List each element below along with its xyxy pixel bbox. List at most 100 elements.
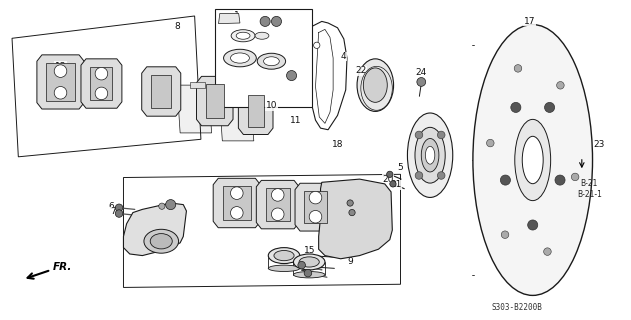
Circle shape — [571, 173, 579, 181]
Text: 11: 11 — [290, 116, 301, 125]
Circle shape — [54, 65, 67, 77]
Circle shape — [286, 70, 297, 81]
Circle shape — [514, 65, 522, 72]
Circle shape — [500, 175, 510, 185]
Text: 9: 9 — [347, 258, 353, 267]
Polygon shape — [81, 59, 122, 108]
Ellipse shape — [230, 53, 249, 63]
Text: S303-B2200B: S303-B2200B — [492, 303, 543, 312]
Polygon shape — [319, 179, 392, 259]
Circle shape — [387, 171, 393, 178]
Circle shape — [437, 172, 445, 179]
Circle shape — [95, 68, 108, 80]
Circle shape — [309, 191, 322, 204]
Polygon shape — [177, 85, 211, 133]
Ellipse shape — [422, 139, 439, 172]
Ellipse shape — [515, 119, 551, 201]
Ellipse shape — [363, 68, 387, 102]
Circle shape — [159, 203, 165, 209]
Text: 2: 2 — [133, 227, 139, 236]
Ellipse shape — [357, 59, 394, 111]
Bar — [215, 9, 312, 108]
Text: 4: 4 — [341, 52, 346, 61]
Text: 1: 1 — [234, 11, 240, 20]
Text: 13: 13 — [55, 61, 66, 70]
Circle shape — [349, 209, 355, 216]
Polygon shape — [90, 67, 112, 100]
Ellipse shape — [144, 229, 179, 253]
Polygon shape — [223, 186, 251, 220]
Text: 22: 22 — [355, 66, 367, 75]
Text: 15: 15 — [304, 246, 315, 255]
Polygon shape — [196, 76, 233, 126]
Circle shape — [260, 16, 270, 27]
Circle shape — [511, 102, 521, 112]
Circle shape — [54, 86, 67, 99]
Polygon shape — [142, 67, 180, 116]
Polygon shape — [189, 82, 205, 88]
Ellipse shape — [257, 53, 286, 69]
Polygon shape — [256, 180, 299, 229]
Polygon shape — [266, 188, 290, 221]
Circle shape — [115, 210, 123, 217]
Polygon shape — [305, 191, 326, 223]
Text: 24: 24 — [416, 68, 427, 77]
Circle shape — [544, 248, 551, 255]
Polygon shape — [232, 90, 247, 96]
Text: 23: 23 — [593, 140, 604, 148]
Circle shape — [347, 200, 353, 206]
Polygon shape — [151, 75, 172, 108]
Ellipse shape — [264, 57, 280, 66]
Polygon shape — [248, 95, 264, 126]
Circle shape — [528, 220, 538, 230]
Circle shape — [487, 139, 494, 147]
Polygon shape — [218, 13, 240, 24]
Circle shape — [314, 42, 320, 48]
Ellipse shape — [223, 49, 256, 67]
Ellipse shape — [293, 254, 325, 270]
Text: FR.: FR. — [52, 262, 72, 272]
Circle shape — [271, 188, 284, 201]
Ellipse shape — [274, 251, 294, 261]
Text: 3: 3 — [127, 237, 133, 246]
Circle shape — [437, 131, 445, 139]
Circle shape — [415, 172, 423, 179]
Text: 14: 14 — [300, 264, 312, 273]
Ellipse shape — [150, 234, 172, 249]
Ellipse shape — [255, 32, 269, 39]
Polygon shape — [206, 84, 223, 118]
Circle shape — [304, 269, 312, 277]
Polygon shape — [219, 93, 254, 141]
Ellipse shape — [522, 136, 543, 184]
Text: 6: 6 — [108, 202, 114, 211]
Circle shape — [501, 231, 509, 238]
Polygon shape — [124, 203, 186, 256]
Circle shape — [166, 200, 175, 210]
Polygon shape — [46, 63, 74, 101]
Circle shape — [555, 175, 565, 185]
Ellipse shape — [268, 248, 300, 264]
Text: 20: 20 — [382, 175, 394, 184]
Ellipse shape — [293, 271, 325, 278]
Circle shape — [230, 187, 243, 199]
Polygon shape — [239, 87, 273, 134]
Ellipse shape — [425, 146, 435, 164]
Text: 21: 21 — [391, 180, 402, 189]
Ellipse shape — [236, 32, 250, 39]
Text: 16: 16 — [157, 205, 169, 214]
Text: 7: 7 — [110, 207, 115, 216]
Text: 10: 10 — [266, 101, 277, 110]
Text: 5: 5 — [398, 164, 403, 172]
Circle shape — [271, 16, 281, 27]
Polygon shape — [37, 55, 84, 109]
Text: 19: 19 — [360, 208, 372, 217]
Text: 18: 18 — [332, 140, 343, 148]
Circle shape — [415, 131, 423, 139]
Text: B-21
B-21-1: B-21 B-21-1 — [577, 179, 602, 199]
Text: 12: 12 — [231, 192, 242, 201]
Polygon shape — [295, 183, 336, 231]
Circle shape — [309, 211, 322, 223]
Circle shape — [95, 87, 108, 100]
Text: 17: 17 — [524, 17, 535, 26]
Circle shape — [390, 181, 396, 187]
